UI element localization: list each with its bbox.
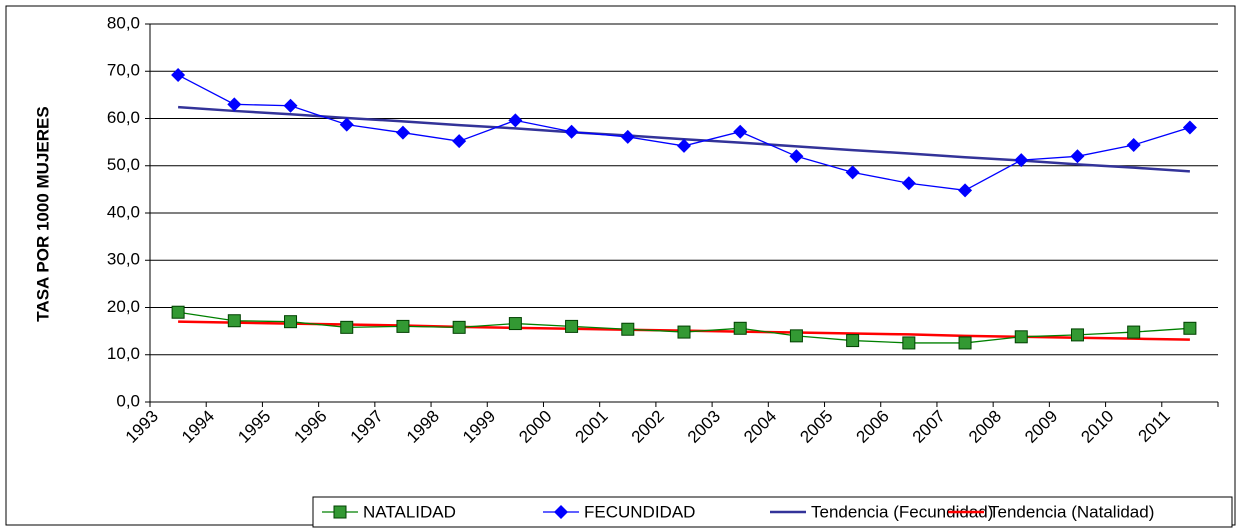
legend-label: Tendencia (Natalidad) — [989, 502, 1154, 521]
point — [284, 315, 298, 329]
y-tick-label: 50,0 — [107, 155, 140, 174]
point — [677, 138, 691, 153]
point — [452, 134, 467, 149]
point — [1070, 328, 1084, 342]
point — [340, 320, 354, 334]
point — [508, 113, 523, 128]
y-tick-label: 40,0 — [107, 202, 140, 221]
point — [620, 129, 635, 144]
point — [1014, 330, 1028, 344]
point — [845, 165, 860, 180]
point — [901, 176, 916, 191]
point — [846, 334, 860, 348]
y-tick-label: 10,0 — [107, 344, 140, 363]
point — [733, 321, 747, 335]
point — [508, 317, 522, 331]
point — [677, 325, 691, 339]
point — [1182, 120, 1197, 135]
point — [565, 319, 579, 333]
point — [1183, 321, 1197, 335]
point — [227, 314, 241, 328]
point — [902, 336, 916, 350]
legend-marker — [333, 505, 347, 519]
point — [395, 125, 410, 140]
point — [958, 183, 973, 198]
legend-label: NATALIDAD — [363, 502, 456, 521]
point — [339, 117, 354, 132]
y-tick-label: 60,0 — [107, 108, 140, 127]
point — [621, 322, 635, 336]
point — [733, 124, 748, 139]
point — [789, 149, 804, 164]
y-tick-label: 0,0 — [116, 391, 140, 410]
point — [227, 97, 242, 112]
legend-label: FECUNDIDAD — [584, 502, 695, 521]
y-axis-label: TASA POR 1000 MUJERES — [33, 106, 52, 321]
legend-marker — [554, 505, 568, 519]
y-tick-label: 70,0 — [107, 61, 140, 80]
legend-label: Tendencia (Fecundidad) — [811, 502, 993, 521]
point — [171, 68, 186, 83]
point — [452, 320, 466, 334]
point — [1127, 325, 1141, 339]
point — [171, 305, 185, 319]
point — [789, 329, 803, 343]
point — [564, 124, 579, 139]
y-tick-label: 20,0 — [107, 297, 140, 316]
y-tick-label: 30,0 — [107, 250, 140, 269]
point — [283, 98, 298, 113]
point — [1126, 137, 1141, 152]
y-tick-label: 80,0 — [107, 13, 140, 32]
point — [958, 336, 972, 350]
point — [1014, 153, 1029, 168]
point — [396, 319, 410, 333]
chart-border — [5, 5, 1236, 526]
point — [1070, 149, 1085, 164]
